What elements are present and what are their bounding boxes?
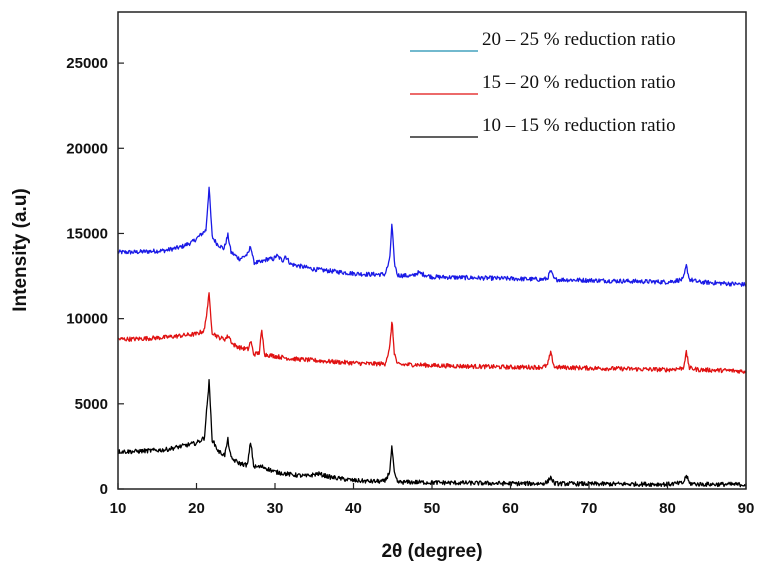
y-tick-label-5: 25000 xyxy=(66,55,108,72)
ticks-layer: 10 20 30 40 50 60 70 80 90 0 5000 10000 15000 20000 25… xyxy=(66,55,754,517)
legend-label-1: 15 – 20 % reduction ratio xyxy=(482,72,676,93)
legend-label-2: 10 – 15 % reduction ratio xyxy=(482,115,676,136)
x-tick-label-2: 30 xyxy=(267,500,284,517)
x-tick-label-3: 40 xyxy=(345,500,362,517)
series-line-0 xyxy=(117,186,747,287)
x-axis-title: 2θ (degree) xyxy=(381,541,482,562)
x-tick-label-0: 10 xyxy=(110,500,127,517)
y-tick-label-0: 0 xyxy=(100,481,108,498)
series-line-1 xyxy=(117,292,747,374)
y-tick-label-2: 10000 xyxy=(66,311,108,328)
x-tick-label-8: 90 xyxy=(738,500,755,517)
y-tick-label-3: 15000 xyxy=(66,225,108,242)
x-tick-label-5: 60 xyxy=(502,500,519,517)
legend: 20 – 25 % reduction ratio 15 – 20 % reduc… xyxy=(410,29,676,138)
y-axis-title: Intensity (a.u) xyxy=(10,188,31,312)
x-tick-label-7: 80 xyxy=(659,500,676,517)
y-tick-label-4: 20000 xyxy=(66,140,108,157)
x-tick-label-6: 70 xyxy=(581,500,598,517)
x-tick-label-4: 50 xyxy=(424,500,441,517)
legend-label-0: 20 – 25 % reduction ratio xyxy=(482,29,676,50)
series-layer xyxy=(117,186,747,488)
series-line-2 xyxy=(117,378,747,488)
y-tick-label-1: 5000 xyxy=(75,396,108,413)
x-tick-label-1: 20 xyxy=(188,500,205,517)
